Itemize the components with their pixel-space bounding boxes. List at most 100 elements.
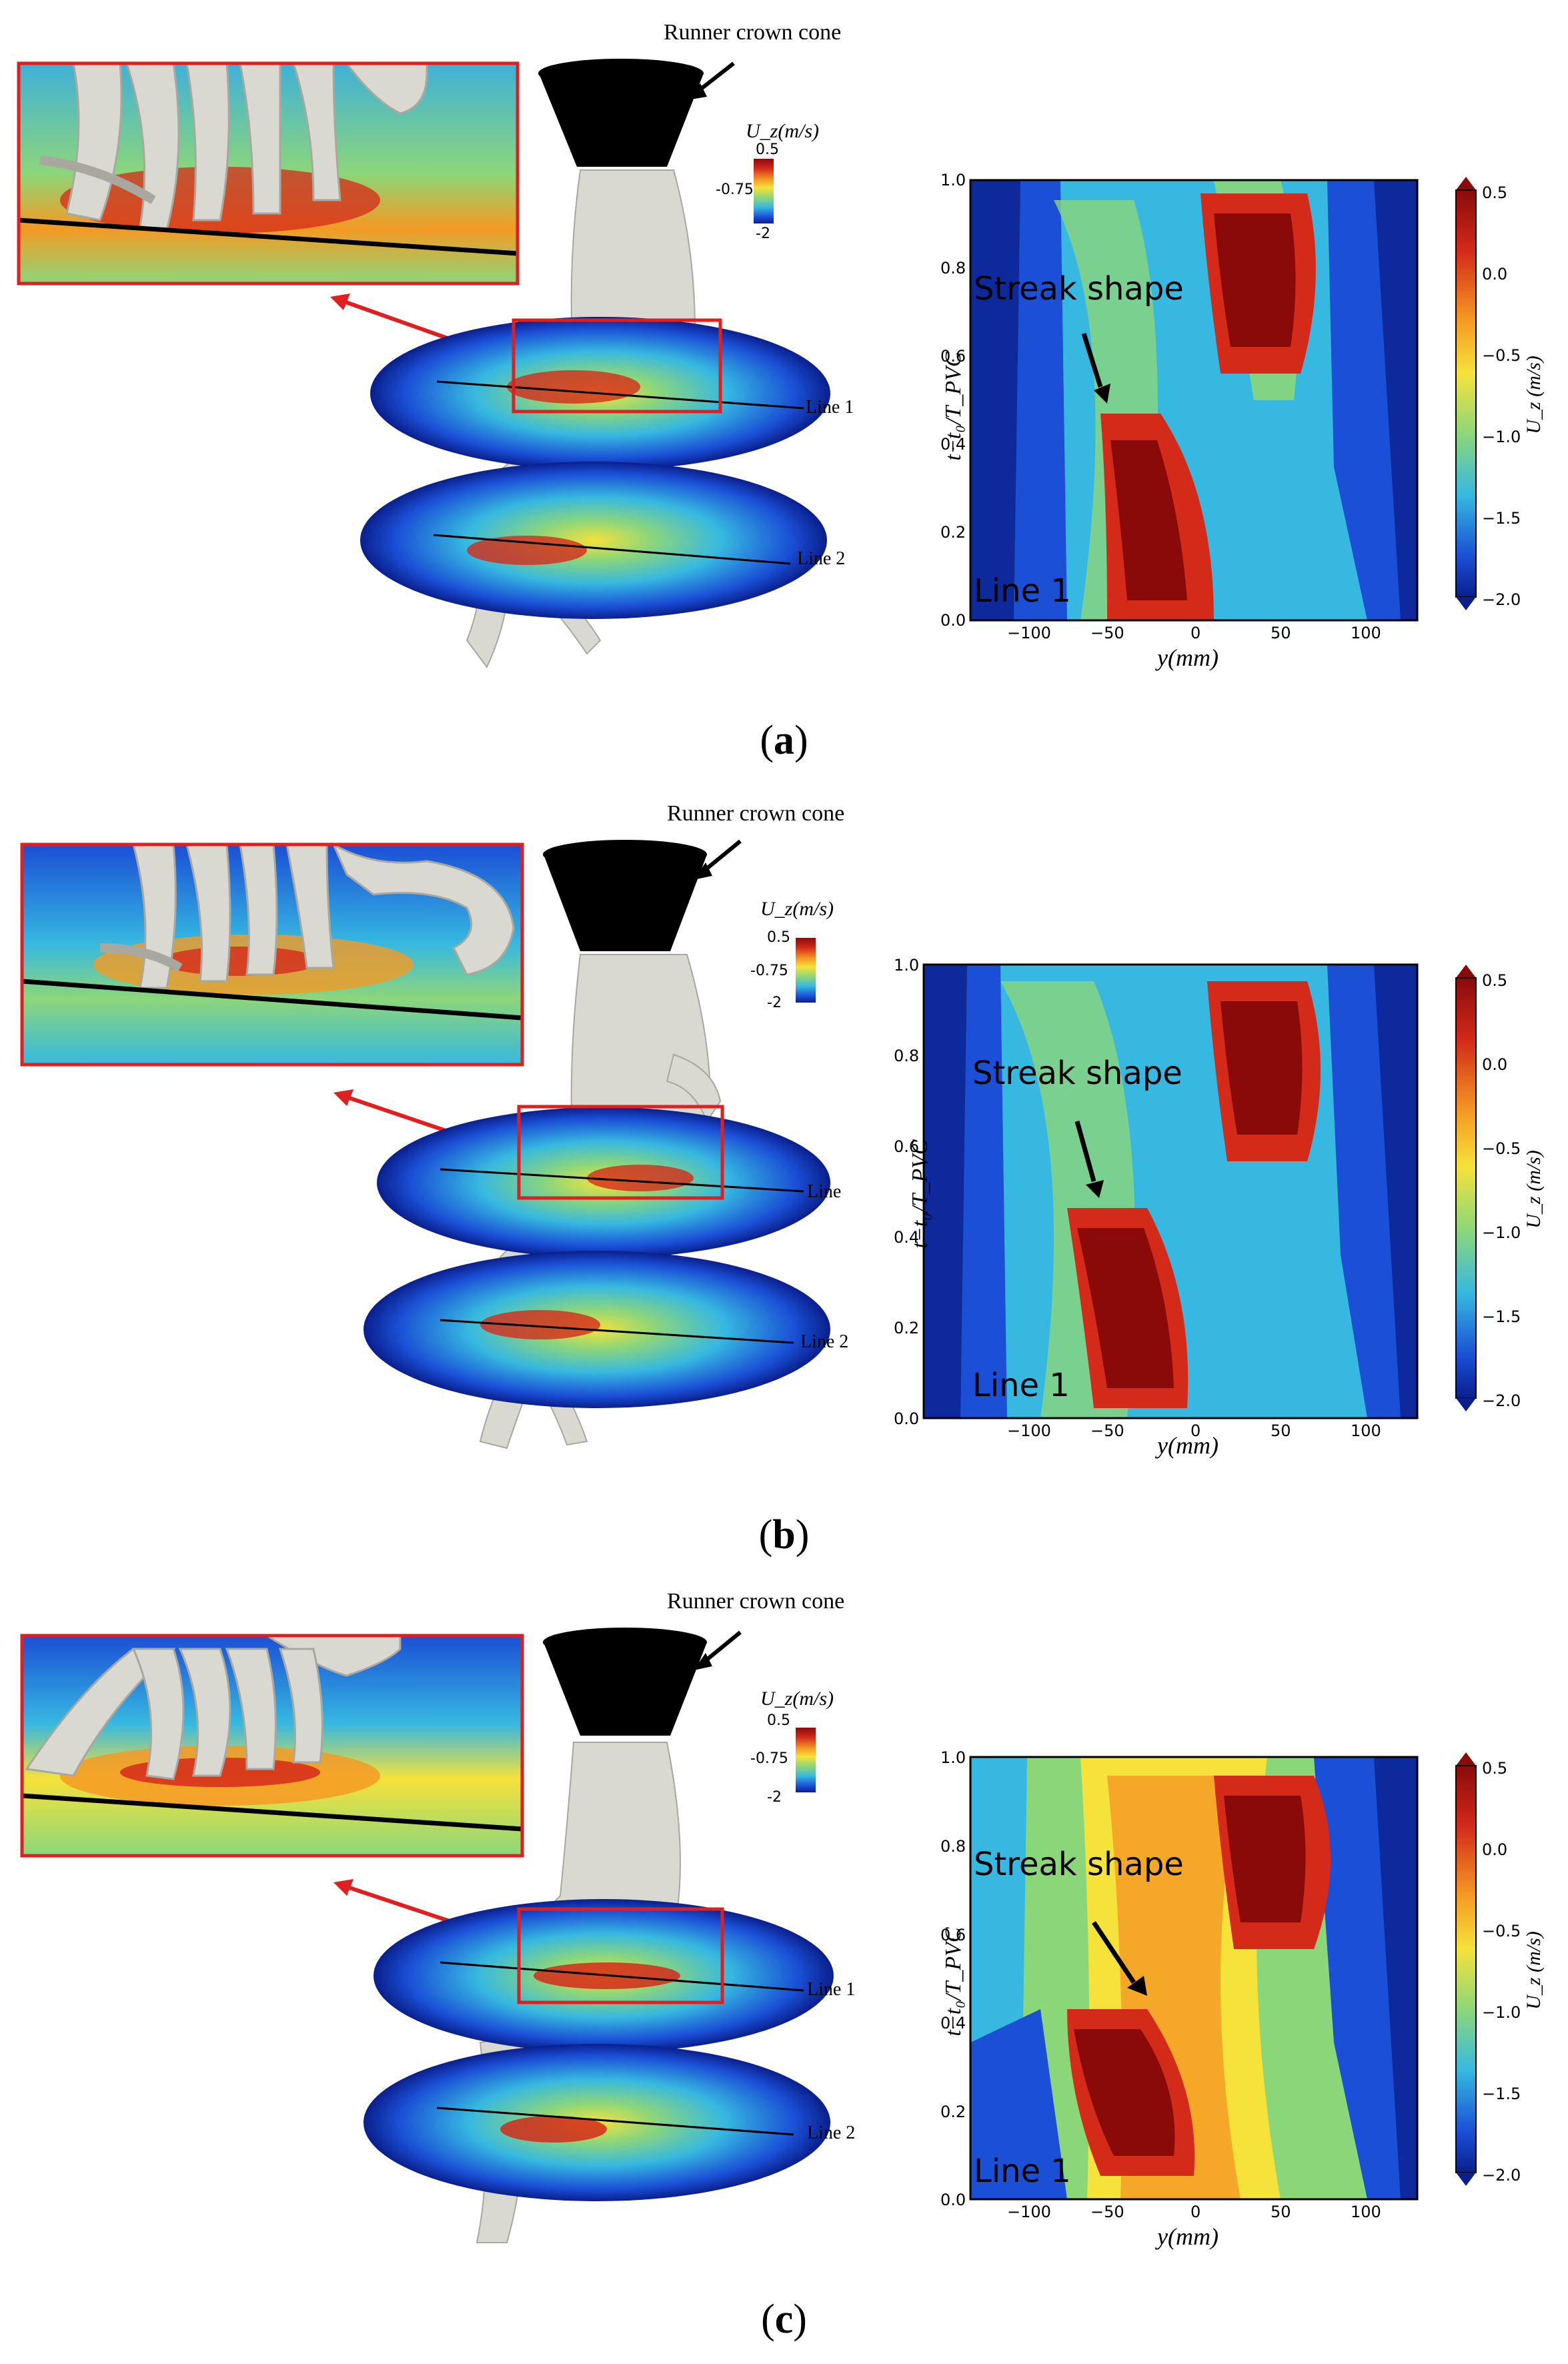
scene-colorbar bbox=[754, 159, 774, 223]
upper-disk bbox=[370, 317, 830, 470]
zoom-inset bbox=[20, 842, 524, 1067]
scene-colorbar bbox=[796, 938, 816, 1003]
lower-disk bbox=[360, 462, 827, 619]
cbar-label: U_z (m/s) bbox=[1523, 1150, 1545, 1229]
y-tick: 0.2 bbox=[894, 1319, 920, 1337]
y-tick: 0.8 bbox=[940, 1837, 966, 1856]
x-tick: −50 bbox=[1090, 624, 1124, 642]
scene-colorbar-title: U_z(m/s) bbox=[746, 120, 819, 142]
line1-label: Line 1 bbox=[807, 1979, 856, 2000]
x-tick: 100 bbox=[1351, 624, 1381, 642]
zoom-inset bbox=[17, 61, 520, 285]
line2-label: Line 2 bbox=[797, 548, 846, 569]
chart-ylabel: t−t₀/T_PVC bbox=[941, 352, 966, 461]
y-tick: 0.6 bbox=[894, 1137, 920, 1156]
cbar-tick: −2.0 bbox=[1482, 590, 1521, 609]
streak-arrow bbox=[1081, 332, 1103, 388]
x-tick: 0 bbox=[1191, 624, 1201, 642]
caption-c: (c) bbox=[761, 2297, 807, 2342]
cbar-tick: −1.0 bbox=[1482, 1223, 1521, 1242]
heatmap-colorbar bbox=[1455, 177, 1477, 610]
chart-xlabel: y(mm) bbox=[1157, 644, 1219, 671]
y-tick: 0.4 bbox=[894, 1228, 920, 1247]
line1-label: Line 1 bbox=[806, 397, 854, 418]
y-tick: 1.0 bbox=[940, 171, 966, 189]
caption-a: (a) bbox=[760, 718, 808, 763]
cbar-tick: −1.5 bbox=[1482, 1307, 1521, 1326]
panel-a: Runner crown cone U_z(m/s) 0.5 -0.75 -2 … bbox=[0, 0, 1568, 788]
x-tick: −50 bbox=[1090, 1421, 1124, 1440]
y-tick: 0.0 bbox=[940, 2191, 966, 2209]
panel-a-figure bbox=[17, 59, 1477, 668]
x-tick: 100 bbox=[1351, 1421, 1381, 1440]
cbar-tick: −0.5 bbox=[1482, 1922, 1521, 1940]
y-tick: 0.2 bbox=[940, 2103, 966, 2121]
cbar-label: U_z (m/s) bbox=[1523, 356, 1545, 434]
cone-label: Runner crown cone bbox=[667, 801, 845, 826]
panel-c-figure bbox=[20, 1628, 1477, 2243]
scene-colorbar-tick-mid: -0.75 bbox=[716, 181, 754, 198]
x-tick: 100 bbox=[1351, 2203, 1381, 2221]
y-tick: 0.0 bbox=[894, 1409, 920, 1428]
streak-annotation: Streak shape bbox=[974, 270, 1184, 308]
cbar-label: U_z (m/s) bbox=[1523, 1931, 1545, 2010]
x-tick: −100 bbox=[1007, 1421, 1051, 1440]
zoom-inset bbox=[20, 1634, 524, 1858]
scene-colorbar-tick-mid: -0.75 bbox=[750, 1750, 788, 1767]
x-tick: 50 bbox=[1271, 1421, 1291, 1440]
scene-colorbar-tick-max: 0.5 bbox=[767, 929, 790, 946]
runner-crown-cone bbox=[538, 59, 704, 167]
chart-line-label: Line 1 bbox=[974, 572, 1071, 610]
heatmap-chart bbox=[969, 179, 1419, 622]
cbar-tick: −0.5 bbox=[1482, 1139, 1521, 1158]
inset-frame bbox=[17, 61, 520, 285]
y-tick: 0.0 bbox=[940, 611, 966, 630]
caption-b: (b) bbox=[758, 1512, 810, 1558]
y-tick: 0.8 bbox=[894, 1047, 920, 1065]
y-tick: 0.6 bbox=[940, 1926, 966, 1944]
x-tick: 50 bbox=[1271, 2203, 1291, 2221]
cone-arrow bbox=[702, 839, 742, 873]
upper-disk bbox=[373, 1899, 834, 2052]
scene-colorbar-tick-mid: -0.75 bbox=[750, 963, 788, 979]
scene-colorbar bbox=[796, 1728, 816, 1792]
cbar-tick: 0.0 bbox=[1482, 1840, 1508, 1859]
y-tick: 1.0 bbox=[894, 956, 920, 975]
heatmap-colorbar bbox=[1455, 1752, 1477, 2186]
x-tick: 0 bbox=[1191, 1421, 1201, 1440]
runner-crown-cone bbox=[543, 1628, 707, 1736]
cbar-tick: 0.5 bbox=[1482, 1759, 1508, 1778]
chart-ylabel: t−t₀/T_PVC bbox=[908, 1139, 932, 1249]
scene-colorbar-title: U_z(m/s) bbox=[760, 898, 834, 920]
heatmap-chart bbox=[969, 1756, 1419, 2201]
lower-disk bbox=[363, 1251, 830, 1408]
cbar-tick: 0.0 bbox=[1482, 265, 1508, 283]
panel-b-figure bbox=[20, 839, 1477, 1449]
cbar-tick: 0.5 bbox=[1482, 971, 1508, 990]
panel-b: Runner crown cone U_z(m/s) 0.5 -0.75 -2 … bbox=[0, 788, 1568, 1576]
x-tick: −50 bbox=[1090, 2203, 1124, 2221]
x-tick: 0 bbox=[1191, 2203, 1201, 2221]
heatmap-chart bbox=[922, 963, 1419, 1419]
scene-colorbar-tick-max: 0.5 bbox=[756, 141, 779, 158]
scene-colorbar-tick-min: -2 bbox=[767, 995, 782, 1011]
cbar-tick: 0.0 bbox=[1482, 1055, 1508, 1074]
cone-label: Runner crown cone bbox=[667, 1589, 845, 1614]
chart-xlabel: y(mm) bbox=[1157, 2223, 1219, 2250]
cbar-tick: 0.5 bbox=[1482, 183, 1508, 202]
chart-xlabel: y(mm) bbox=[1157, 1432, 1219, 1459]
heatmap-colorbar bbox=[1455, 965, 1477, 1411]
chart-line-label: Line 1 bbox=[974, 2153, 1071, 2190]
cbar-tick: −1.5 bbox=[1482, 2085, 1521, 2103]
line1-label: Line bbox=[807, 1181, 842, 1202]
cbar-tick: −1.5 bbox=[1482, 509, 1521, 528]
scene-colorbar-tick-max: 0.5 bbox=[767, 1712, 790, 1729]
cbar-tick: −2.0 bbox=[1482, 1391, 1521, 1410]
streak-arrow bbox=[1092, 1921, 1136, 1984]
line2-label: Line 2 bbox=[807, 2123, 856, 2143]
cbar-tick: −1.0 bbox=[1482, 428, 1521, 446]
streak-annotation: Streak shape bbox=[972, 1055, 1183, 1092]
cbar-tick: −0.5 bbox=[1482, 346, 1521, 365]
panel-c: Runner crown cone U_z(m/s) 0.5 -0.75 -2 … bbox=[0, 1576, 1568, 2363]
cone-arrow bbox=[696, 61, 735, 94]
